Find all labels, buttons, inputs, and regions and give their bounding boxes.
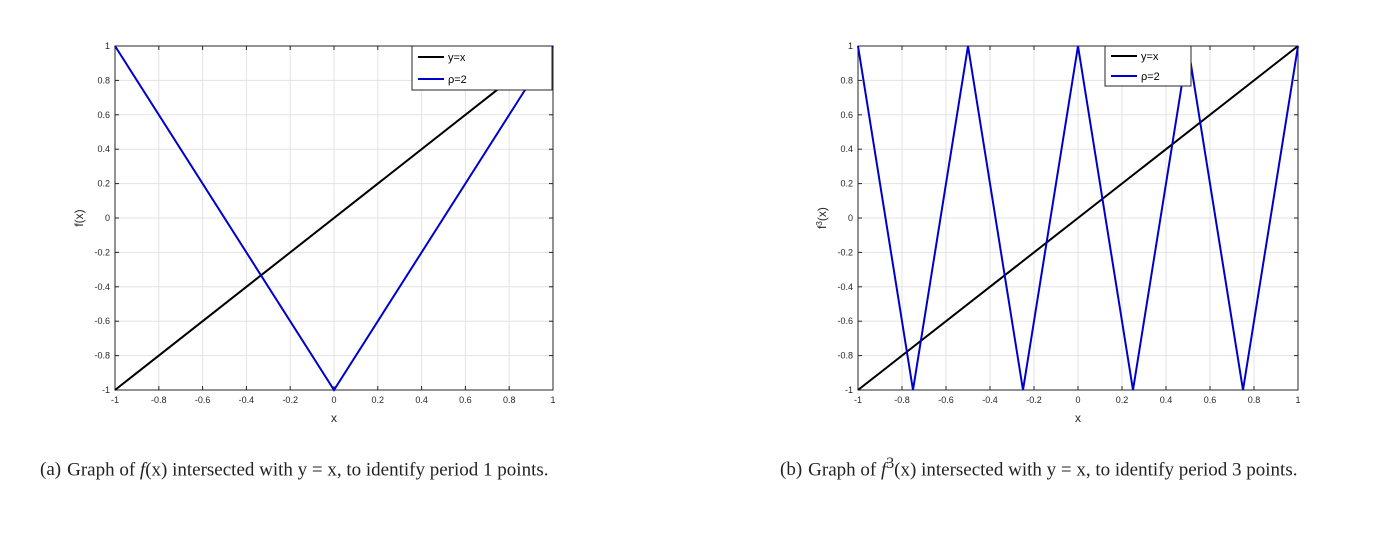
x-tick-label-a-1: -0.8 [151, 395, 167, 405]
caption-b: (b) Graph of f3(x) intersected with y = x… [780, 450, 1340, 484]
legend-label-b-1: ρ=2 [1141, 71, 1160, 83]
y-tick-label-a-8: 0.6 [97, 110, 110, 120]
x-tick-label-b-6: 0.2 [1116, 395, 1129, 405]
y-tick-label-a-4: -0.2 [94, 247, 110, 257]
x-tick-label-a-3: -0.4 [239, 395, 255, 405]
x-tick-label-b-10: 1 [1295, 395, 1300, 405]
y-tick-label-b-6: 0.2 [840, 179, 853, 189]
y-tick-label-b-3: -0.4 [837, 282, 853, 292]
y-tick-label-b-5: 0 [848, 213, 853, 223]
y-tick-label-a-0: -1 [102, 385, 110, 395]
y-tick-label-a-6: 0.2 [97, 179, 110, 189]
x-tick-label-b-1: -0.8 [894, 395, 910, 405]
x-tick-label-a-0: -1 [111, 395, 119, 405]
y-tick-label-a-9: 0.8 [97, 75, 110, 85]
x-tick-label-b-3: -0.4 [982, 395, 998, 405]
x-tick-label-a-8: 0.6 [459, 395, 472, 405]
series-line-a-1 [114, 45, 554, 392]
caption-b-post: (x) intersected with y = x, to identify … [894, 459, 1298, 481]
x-tick-label-b-2: -0.6 [938, 395, 954, 405]
legend-label-a-0: y=x [448, 52, 466, 64]
y-tick-label-a-10: 1 [105, 41, 110, 51]
x-axis-label-a: x [331, 411, 337, 425]
y-tick-label-b-1: -0.8 [837, 351, 853, 361]
y-tick-label-a-7: 0.4 [97, 144, 110, 154]
x-tick-label-b-5: 0 [1075, 395, 1080, 405]
x-tick-label-b-0: -1 [854, 395, 862, 405]
x-tick-label-b-7: 0.4 [1160, 395, 1173, 405]
y-tick-label-b-10: 1 [848, 41, 853, 51]
x-tick-label-a-7: 0.4 [415, 395, 428, 405]
x-tick-label-a-2: -0.6 [195, 395, 211, 405]
caption-b-fn: f [880, 459, 887, 481]
chart-a: -1 -0.8 -0.6 -0.4 -0.2 0 0.2 0.4 0.6 0.8 1 -1 -0.8 -0… [72, 41, 556, 425]
y-tick-label-b-2: -0.6 [837, 316, 853, 326]
caption-a-label: (a) [40, 459, 62, 481]
caption-a-post: (x) intersected with y = x, to identify … [145, 459, 549, 481]
y-tick-label-a-5: 0 [105, 213, 110, 223]
y-tick-label-a-2: -0.6 [94, 316, 110, 326]
x-tick-label-a-4: -0.2 [282, 395, 298, 405]
caption-b-label: (b) [780, 459, 803, 481]
y-tick-label-b-9: 0.8 [840, 75, 853, 85]
x-tick-label-a-5: 0 [331, 395, 336, 405]
series-line-b-1 [857, 45, 1299, 391]
x-tick-label-a-10: 1 [550, 395, 555, 405]
y-tick-label-a-1: -0.8 [94, 351, 110, 361]
caption-b-pre: Graph of [808, 459, 881, 481]
figure-panel-a: -1 -0.8 -0.6 -0.4 -0.2 0 0.2 0.4 0.6 0.8 1 -1 -0.8 -0… [40, 41, 640, 484]
caption-a: (a) Graph of f(x) intersected with y = x,… [40, 450, 640, 484]
y-axis-label-a: f(x) [72, 209, 86, 226]
legend-label-a-1: ρ=2 [448, 74, 467, 86]
chart-b: -1 -0.8 -0.6 -0.4 -0.2 0 0.2 0.4 0.6 0.8 1 -1 -0.8 -0… [815, 41, 1301, 425]
y-tick-label-b-4: -0.2 [837, 247, 853, 257]
y-tick-label-a-3: -0.4 [94, 282, 110, 292]
x-tick-label-b-4: -0.2 [1026, 395, 1042, 405]
x-axis-label-b: x [1075, 411, 1081, 425]
caption-a-fn: f [139, 459, 146, 481]
caption-a-pre: Graph of [67, 459, 140, 481]
series-line-a-0 [114, 45, 554, 391]
x-tick-label-b-9: 0.8 [1248, 395, 1261, 405]
y-tick-label-b-7: 0.4 [840, 144, 853, 154]
legend-box-a [411, 45, 553, 91]
x-tick-label-b-8: 0.6 [1204, 395, 1217, 405]
figure-panel-b: -1 -0.8 -0.6 -0.4 -0.2 0 0.2 0.4 0.6 0.8 1 -1 -0.8 -0… [690, 0, 1380, 547]
y-tick-label-b-0: -1 [845, 385, 853, 395]
series-line-b-0 [857, 45, 1299, 391]
legend-label-b-0: y=x [1141, 51, 1159, 63]
caption-b-fn-sup: 3 [886, 455, 895, 472]
x-tick-label-a-9: 0.8 [503, 395, 516, 405]
y-tick-label-b-8: 0.6 [840, 110, 853, 120]
x-tick-label-a-6: 0.2 [372, 395, 385, 405]
legend-box-b [1104, 45, 1192, 87]
y-axis-label-b: f3(x) [815, 207, 830, 229]
